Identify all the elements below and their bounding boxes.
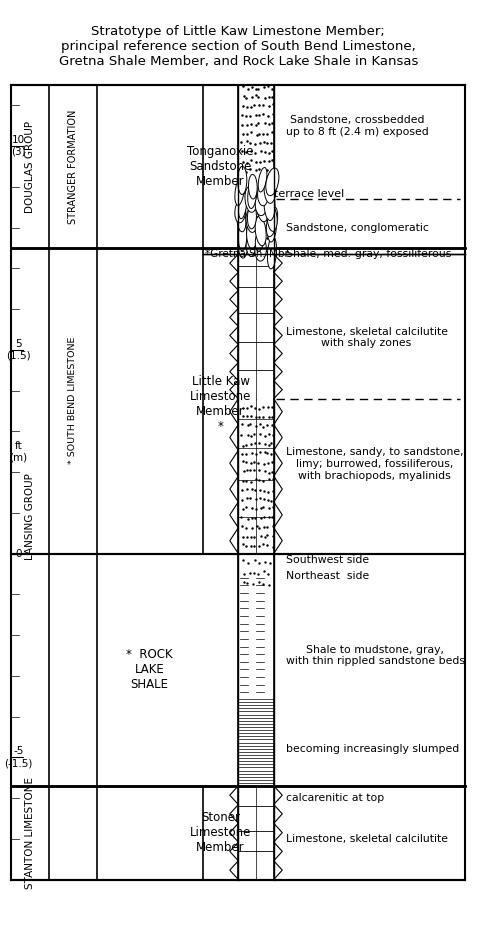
Text: Limestone, skeletal calcilutite: Limestone, skeletal calcilutite [286,834,448,843]
Ellipse shape [256,230,264,252]
Text: * SOUTH BEND LIMESTONE: * SOUTH BEND LIMESTONE [68,337,78,464]
Ellipse shape [235,178,244,205]
Bar [238,179,274,248]
Text: DOUGLAS GROUP: DOUGLAS GROUP [26,120,36,212]
Ellipse shape [255,238,266,261]
Ellipse shape [264,175,276,203]
Ellipse shape [248,182,256,209]
Text: Northeast  side: Northeast side [286,571,369,581]
Bar [238,399,274,554]
Text: Sandstone, crossbedded
up to 8 ft (2.4 m) exposed: Sandstone, crossbedded up to 8 ft (2.4 m… [286,115,428,137]
Text: 10
(3): 10 (3) [11,135,26,157]
Ellipse shape [268,237,276,269]
Ellipse shape [266,168,279,196]
Ellipse shape [238,230,248,258]
Bar [238,557,274,595]
Ellipse shape [245,186,257,212]
Text: Sandstone, conglomeratic: Sandstone, conglomeratic [286,223,428,233]
Text: Limestone, sandy, to sandstone,
limy; burrowed, fossiliferous,
with brachiopods,: Limestone, sandy, to sandstone, limy; bu… [286,447,463,481]
Text: STANTON LIMESTONE: STANTON LIMESTONE [26,776,36,888]
Ellipse shape [268,214,276,242]
Ellipse shape [246,232,256,256]
Text: STRANGER FORMATION: STRANGER FORMATION [68,109,78,224]
Text: ft
(m): ft (m) [10,441,28,462]
Bar [238,248,274,254]
Text: Tonganoxie
Sandstone
Member: Tonganoxie Sandstone Member [188,145,254,188]
Ellipse shape [246,210,256,232]
Ellipse shape [235,200,246,223]
Ellipse shape [266,207,278,237]
Text: *  ROCK
LAKE
SHALE: * ROCK LAKE SHALE [126,648,173,692]
Text: Stoner
Limestone
Member: Stoner Limestone Member [190,811,252,854]
Text: Shale, med.-gray, fossiliferous: Shale, med.-gray, fossiliferous [286,249,451,259]
Ellipse shape [258,168,267,192]
Bar [238,786,274,880]
Ellipse shape [238,221,247,251]
Text: -5
(-1.5): -5 (-1.5) [4,747,32,768]
Ellipse shape [258,184,268,206]
Text: Stratotype of Little Kaw Limestone Member;
principal reference section of South : Stratotype of Little Kaw Limestone Membe… [58,24,418,68]
Bar [238,85,274,179]
Text: 0: 0 [16,549,22,558]
Ellipse shape [238,166,247,195]
Ellipse shape [255,216,266,246]
Ellipse shape [256,199,268,222]
Text: terrace level: terrace level [274,189,344,199]
Text: *Gretna Sh. Mbr.: *Gretna Sh. Mbr. [205,249,292,259]
Ellipse shape [237,209,246,232]
Ellipse shape [248,174,257,199]
Ellipse shape [255,193,267,215]
Ellipse shape [238,193,246,219]
Ellipse shape [264,188,275,221]
Text: becoming increasingly slumped: becoming increasingly slumped [286,744,459,754]
Text: Little Kaw
Limestone
Member
*: Little Kaw Limestone Member * [190,375,252,432]
Ellipse shape [268,206,277,231]
Bar [238,254,274,399]
Text: Shale to mudstone, gray,
with thin rippled sandstone beds: Shale to mudstone, gray, with thin rippl… [286,645,465,666]
Text: 5
(1.5): 5 (1.5) [6,339,31,361]
Bar [238,574,274,696]
Ellipse shape [248,205,256,229]
Text: calcarenitic at top: calcarenitic at top [286,793,384,803]
Text: LANSING GROUP: LANSING GROUP [26,473,36,560]
Ellipse shape [246,221,256,249]
Text: Southwest side: Southwest side [286,555,368,565]
Bar [238,696,274,786]
Text: Limestone, skeletal calcilutite
with shaly zones: Limestone, skeletal calcilutite with sha… [286,327,448,349]
